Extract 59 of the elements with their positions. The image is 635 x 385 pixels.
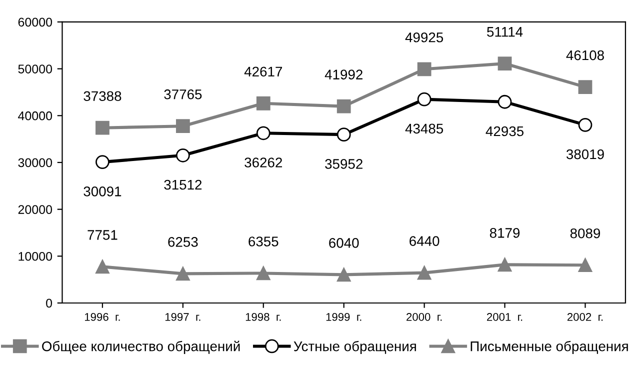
data-label: 41992 <box>324 70 362 80</box>
point <box>256 266 270 280</box>
data-label: 6253 <box>168 237 198 247</box>
data-label: 43485 <box>405 124 444 134</box>
data-label: 51114 <box>487 27 523 37</box>
point <box>578 258 592 272</box>
data-label: 35952 <box>325 159 362 169</box>
point <box>96 260 110 274</box>
y-tick-label: 40000 <box>18 111 52 120</box>
point <box>498 56 512 71</box>
data-label: 8089 <box>570 228 600 238</box>
data-label: 37765 <box>164 89 202 100</box>
point <box>176 148 190 162</box>
point <box>417 266 432 280</box>
x-tick-label: 2001 г. <box>487 313 522 321</box>
point <box>176 266 190 281</box>
data-label: 31512 <box>164 180 202 190</box>
y-tick-label: 10000 <box>18 252 52 261</box>
point <box>256 126 270 140</box>
point <box>336 128 351 142</box>
point <box>336 268 351 282</box>
legend-label: Общее количество обращений <box>42 340 240 354</box>
data-label: 30091 <box>84 186 122 196</box>
point <box>578 118 592 132</box>
x-tick-label: 1997 г. <box>165 313 200 321</box>
data-label: 7751 <box>88 230 118 240</box>
point <box>96 120 110 135</box>
point <box>336 99 351 114</box>
y-tick-label: 50000 <box>18 64 52 74</box>
x-tick-label: 2002 г. <box>567 313 603 321</box>
point <box>256 96 270 110</box>
data-label: 42935 <box>486 126 524 136</box>
data-label: 6440 <box>410 236 440 246</box>
point <box>176 119 190 134</box>
point <box>417 92 432 106</box>
data-label: 37388 <box>84 91 122 102</box>
x-tick-label: 1996 г. <box>84 313 120 321</box>
point <box>498 258 512 272</box>
y-tick-label: 20000 <box>18 205 52 214</box>
y-tick-label: 60000 <box>18 18 52 27</box>
point <box>417 62 432 76</box>
x-tick-label: 2000 г. <box>406 313 442 321</box>
y-tick-label: 30000 <box>18 158 52 168</box>
data-label: 6355 <box>248 236 278 246</box>
data-label: 49925 <box>405 32 444 42</box>
legend-label: Письменные обращения <box>470 340 628 354</box>
data-label: 36262 <box>244 158 282 168</box>
legend-label: Устные обращения <box>294 340 416 354</box>
data-label: 8179 <box>490 228 520 238</box>
x-tick-label: 1999 г. <box>326 313 362 321</box>
data-label: 38019 <box>566 149 604 160</box>
point <box>96 155 110 169</box>
point <box>498 94 512 109</box>
x-tick-label: 1998 г. <box>246 313 281 321</box>
data-label: 46108 <box>566 50 604 60</box>
data-label: 42617 <box>244 66 282 77</box>
point <box>578 80 592 94</box>
y-tick-label: 0 <box>46 298 52 308</box>
data-label: 6040 <box>329 238 359 248</box>
